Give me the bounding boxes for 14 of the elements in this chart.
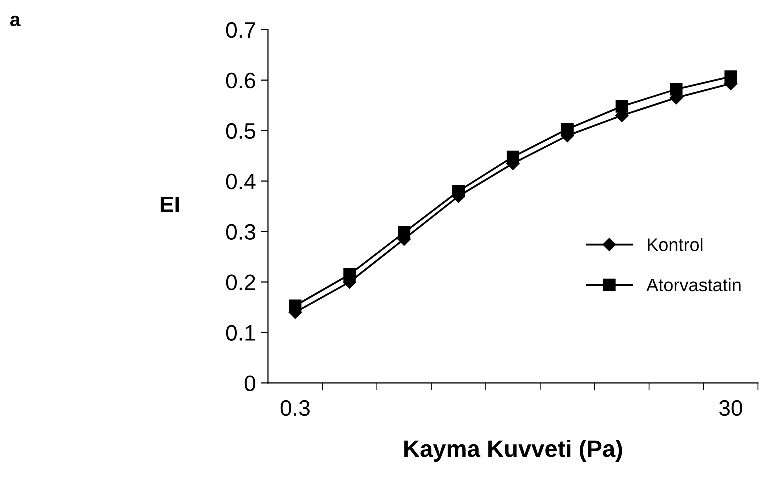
y-tick-label: 0.5 [226, 123, 256, 140]
legend-label: Kontrol [648, 238, 703, 252]
y-axis-title: EI [160, 196, 179, 212]
y-tick-label: 0.1 [226, 325, 256, 341]
legend-label: Atorvastatin [646, 278, 741, 292]
y-tick-label: 0.4 [226, 174, 256, 190]
x-axis-title: Kayma Kuvveti (Pa) [404, 440, 622, 462]
y-tick-label: 0 [244, 376, 256, 392]
y-tick-label: 0.2 [226, 274, 256, 291]
y-tick-label: 0.7 [226, 22, 256, 38]
text: a [10, 16, 21, 27]
x-tick-label: 30 [719, 400, 742, 416]
y-tick-label: 0.6 [226, 72, 256, 89]
y-tick-label: 0.3 [226, 224, 256, 240]
